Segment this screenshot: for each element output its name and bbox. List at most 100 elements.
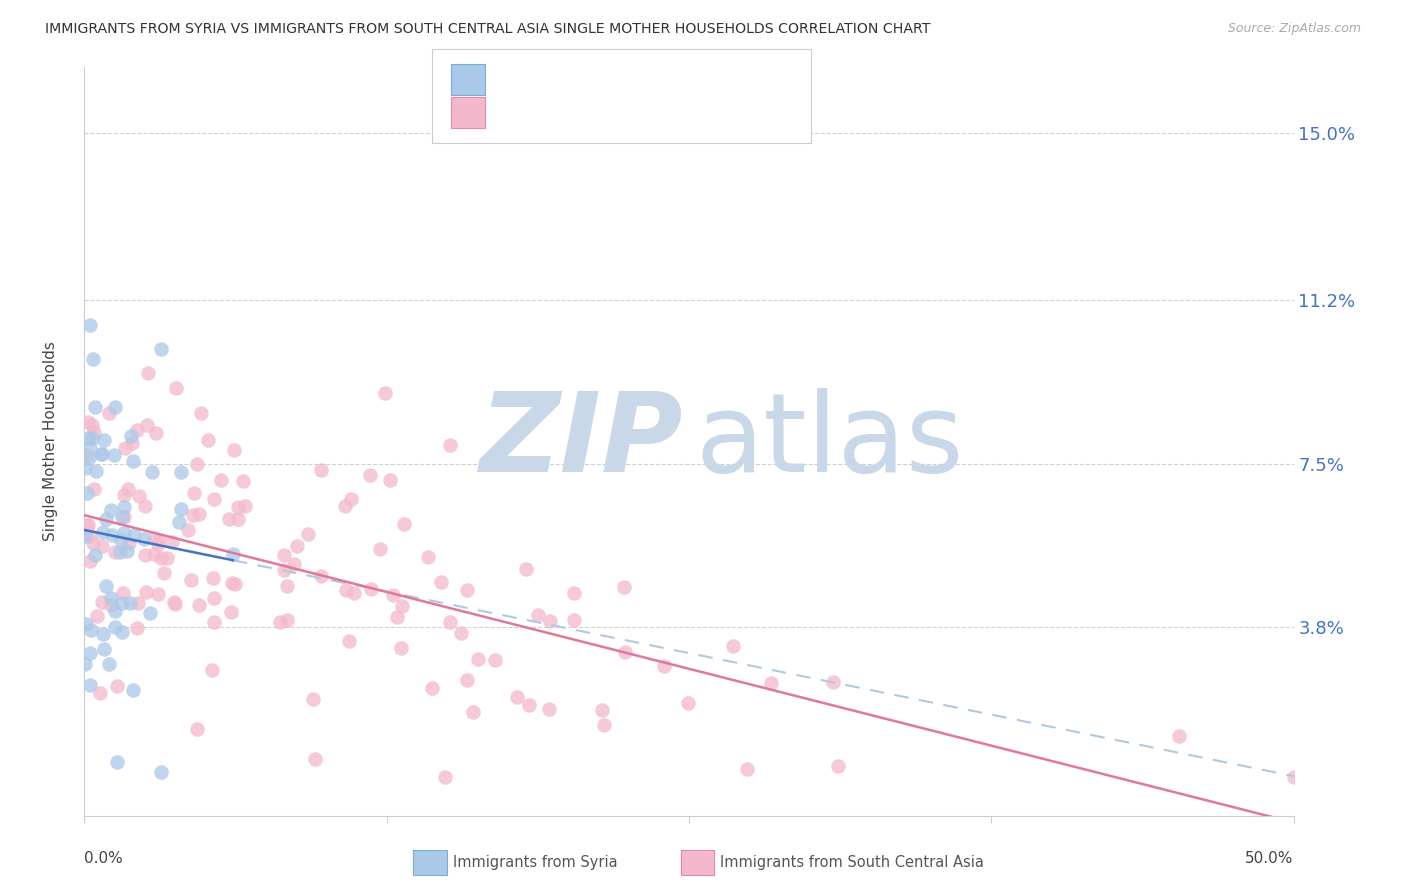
Point xyxy=(333,499,356,513)
Point xyxy=(136,417,159,432)
Point xyxy=(224,577,246,591)
Point xyxy=(1168,729,1191,743)
Point xyxy=(136,366,159,380)
Point xyxy=(337,634,360,648)
Point xyxy=(226,512,249,526)
Point xyxy=(93,433,115,447)
Point xyxy=(100,591,122,605)
Point xyxy=(391,599,413,613)
Point xyxy=(110,544,132,558)
Point xyxy=(420,681,443,695)
Point xyxy=(105,679,128,693)
Point xyxy=(77,415,100,429)
Text: 56: 56 xyxy=(658,70,682,88)
Point xyxy=(100,528,122,542)
Point xyxy=(76,448,98,462)
Point xyxy=(382,588,405,602)
Point xyxy=(592,703,614,717)
Text: R =: R = xyxy=(498,103,536,121)
Point xyxy=(517,698,540,713)
Point xyxy=(735,762,758,776)
Point xyxy=(104,401,127,415)
Point xyxy=(114,500,136,515)
Point xyxy=(114,441,136,455)
Point xyxy=(80,623,103,637)
Point xyxy=(146,586,169,600)
Point xyxy=(79,318,101,332)
Point xyxy=(134,549,156,563)
Point xyxy=(115,543,138,558)
Point xyxy=(82,351,104,366)
Point xyxy=(145,426,167,441)
Point xyxy=(142,531,165,545)
Point xyxy=(73,529,96,543)
Point xyxy=(537,702,560,716)
Point xyxy=(202,615,225,629)
Point xyxy=(96,512,118,526)
Point xyxy=(120,429,142,443)
Point xyxy=(111,624,134,639)
Point xyxy=(93,642,115,657)
Point xyxy=(374,385,396,400)
Point xyxy=(723,639,745,653)
Text: -0.035: -0.035 xyxy=(540,70,602,88)
Point xyxy=(112,509,135,524)
Point xyxy=(80,431,103,445)
Point xyxy=(149,343,172,357)
Point xyxy=(94,579,117,593)
Point xyxy=(439,615,461,629)
Point xyxy=(368,541,391,556)
Point xyxy=(105,755,128,769)
Text: N =: N = xyxy=(617,103,657,121)
Point xyxy=(222,547,245,561)
Point xyxy=(111,596,134,610)
Point xyxy=(202,492,225,507)
Point xyxy=(170,466,193,480)
Point xyxy=(233,499,256,513)
Point xyxy=(104,545,127,559)
Point xyxy=(188,508,211,522)
Point xyxy=(385,610,408,624)
Point xyxy=(91,524,114,539)
Point xyxy=(505,690,527,704)
Point xyxy=(283,557,305,571)
Point xyxy=(103,448,125,462)
Text: 132: 132 xyxy=(658,103,695,121)
Point xyxy=(125,621,148,635)
Point xyxy=(218,512,240,526)
Text: ZIP: ZIP xyxy=(479,388,683,495)
Text: N =: N = xyxy=(617,70,657,88)
Point xyxy=(378,473,401,487)
Point xyxy=(821,674,844,689)
Point xyxy=(190,406,212,420)
Point xyxy=(150,765,173,780)
Point xyxy=(360,582,382,597)
Point xyxy=(186,723,208,737)
Point xyxy=(676,696,699,710)
Text: Immigrants from South Central Asia: Immigrants from South Central Asia xyxy=(720,855,984,870)
Point xyxy=(98,406,121,420)
Point xyxy=(75,657,97,671)
Point xyxy=(76,431,98,445)
Point xyxy=(613,580,636,594)
Point xyxy=(359,467,381,482)
Point xyxy=(121,683,143,698)
Point xyxy=(118,536,141,550)
Text: IMMIGRANTS FROM SYRIA VS IMMIGRANTS FROM SOUTH CENTRAL ASIA SINGLE MOTHER HOUSEH: IMMIGRANTS FROM SYRIA VS IMMIGRANTS FROM… xyxy=(45,22,931,37)
Point xyxy=(91,626,114,640)
Point xyxy=(122,528,145,542)
Point xyxy=(273,548,295,562)
Point xyxy=(127,596,149,610)
Point xyxy=(111,510,134,524)
Point xyxy=(188,598,211,612)
Point xyxy=(79,678,101,692)
Point xyxy=(269,615,291,629)
Point xyxy=(91,447,114,461)
Point xyxy=(202,571,225,585)
Point xyxy=(75,461,97,475)
Point xyxy=(100,598,122,612)
Point xyxy=(91,595,114,609)
Point xyxy=(232,475,254,489)
Text: 0.0%: 0.0% xyxy=(84,852,124,866)
Point xyxy=(484,653,506,667)
